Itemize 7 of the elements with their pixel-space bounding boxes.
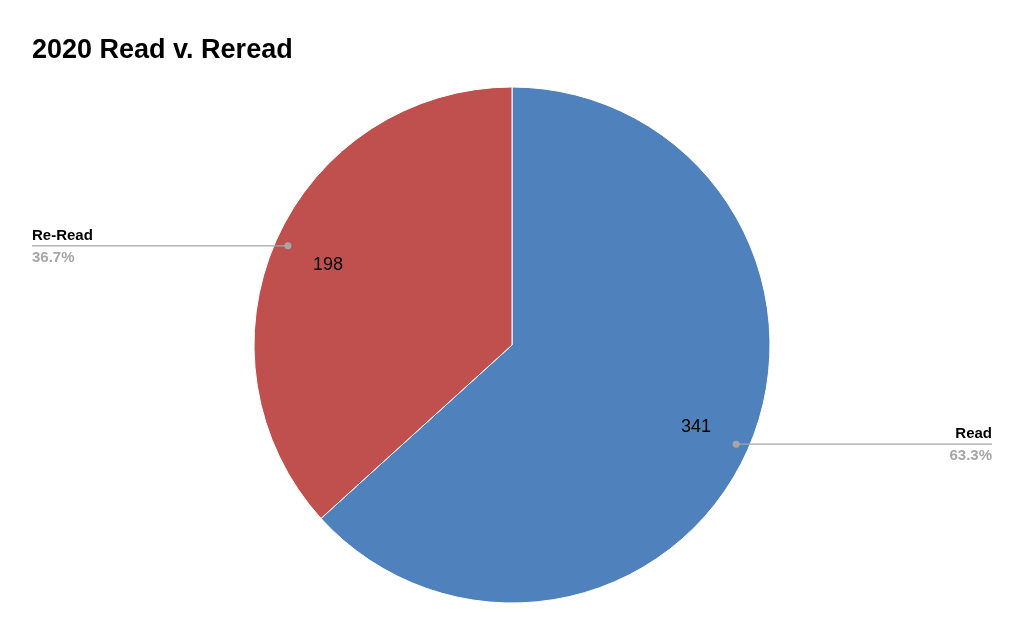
data-label: 341 — [680, 416, 712, 437]
chart-title: 2020 Read v. Reread — [32, 34, 293, 64]
slice-label: Re-Read — [32, 225, 93, 243]
text: 36.7% — [32, 247, 75, 265]
data-label: 198 — [312, 253, 344, 274]
text: 63.3% — [949, 446, 992, 464]
slice-label: Read — [955, 424, 992, 442]
